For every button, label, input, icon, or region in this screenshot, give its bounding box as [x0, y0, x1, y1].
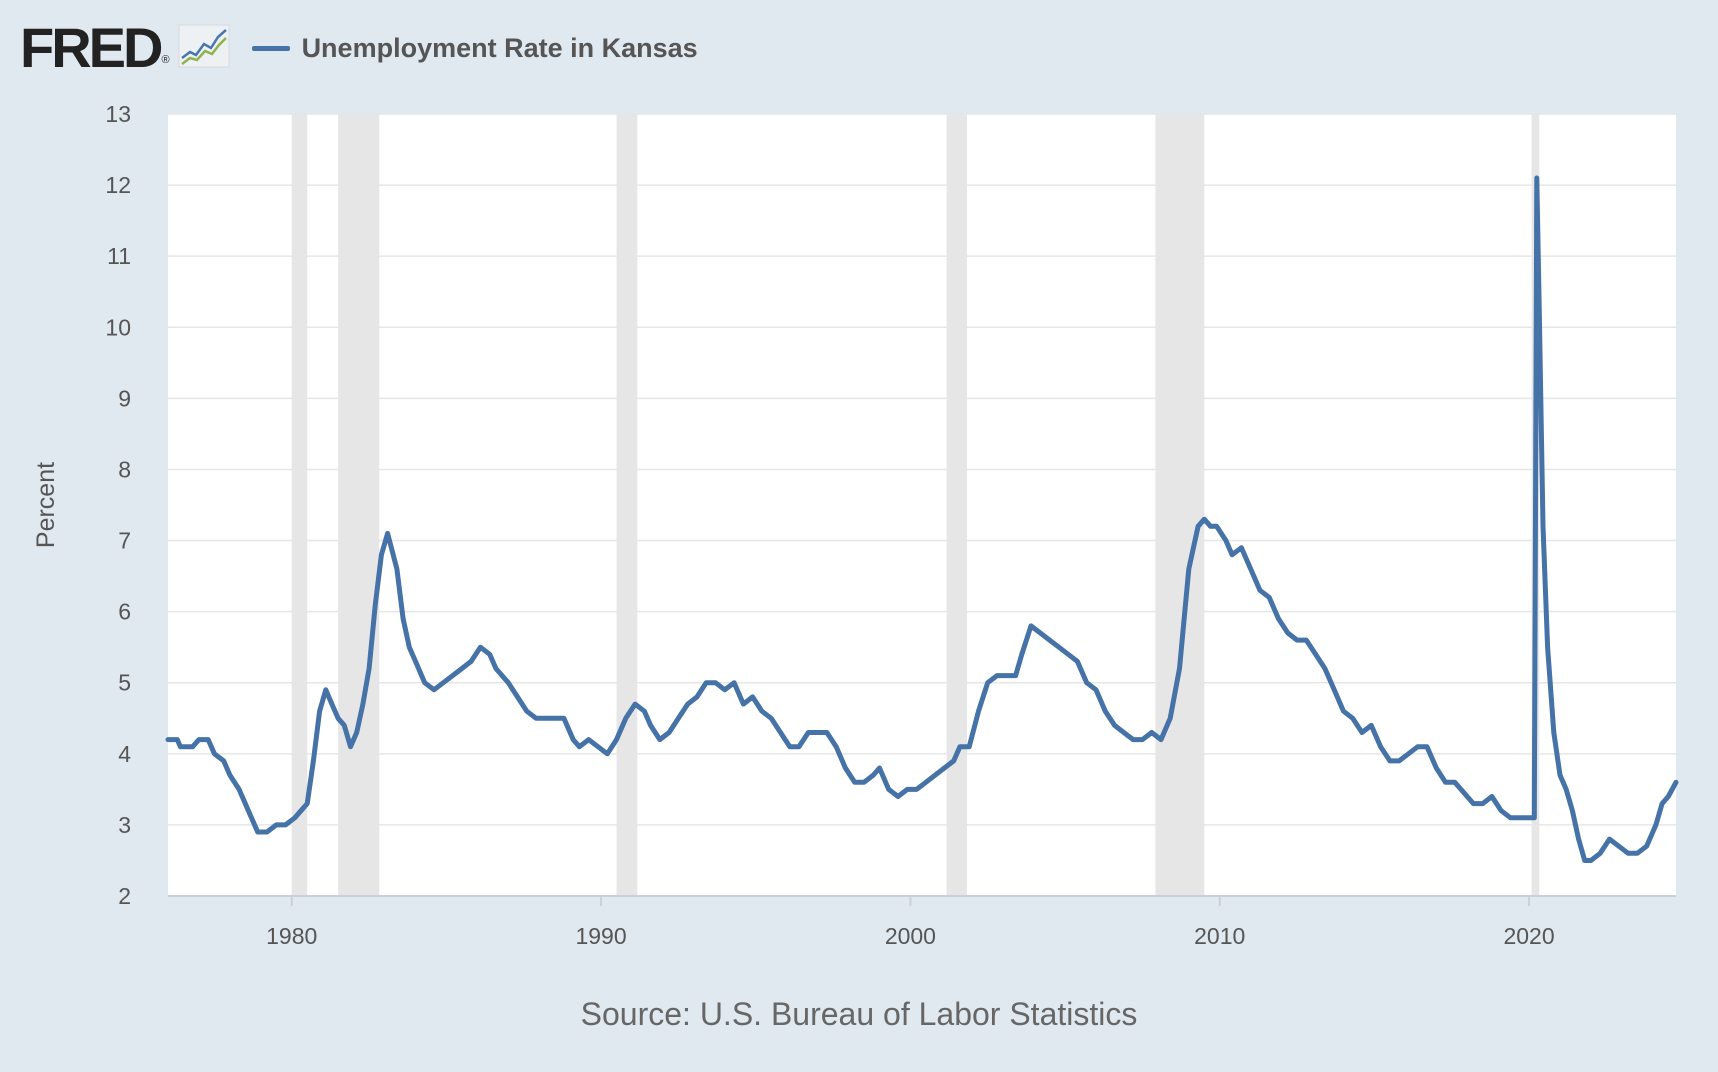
chart-header: FRED ® Unemployment Rate in Kansas [20, 18, 698, 78]
x-tick-label: 1990 [575, 923, 626, 949]
fred-logo[interactable]: FRED [20, 16, 163, 79]
x-tick-label: 2020 [1503, 923, 1554, 949]
y-tick-label: 10 [105, 314, 131, 340]
legend-label: Unemployment Rate in Kansas [301, 32, 698, 63]
series-line[interactable] [165, 175, 1679, 863]
recession-band [1155, 114, 1205, 896]
source-note: Source: U.S. Bureau of Labor Statistics [580, 996, 1138, 1032]
recession-band [946, 114, 968, 896]
y-tick-label: 4 [118, 741, 131, 767]
recession-band [616, 114, 638, 896]
y-tick-label: 5 [118, 670, 131, 696]
y-tick-label: 8 [118, 456, 131, 482]
fred-registered-mark: ® [161, 54, 170, 66]
x-tick-label: 2010 [1194, 923, 1245, 949]
y-tick-label: 7 [118, 528, 131, 554]
y-tick-label: 12 [105, 172, 131, 198]
y-tick-label: 9 [118, 385, 131, 411]
recession-band [291, 114, 308, 896]
y-tick-label: 13 [105, 101, 131, 127]
x-tick-label: 2000 [885, 923, 936, 949]
legend[interactable]: Unemployment Rate in Kansas [251, 32, 698, 64]
x-tick-label: 1980 [266, 923, 317, 949]
line-chart[interactable]: 2 3 4 5 6 7 8 9 10 11 12 13 1980 1990 2000 2010 2020 Perc… [0, 0, 1718, 990]
y-tick-label: 6 [118, 599, 131, 625]
recession-band [338, 114, 380, 896]
legend-swatch [251, 45, 290, 51]
y-axis-label: Percent [32, 462, 60, 548]
y-tick-label: 2 [118, 883, 131, 909]
plot-area [168, 114, 1676, 896]
y-tick-label: 11 [107, 243, 131, 269]
y-tick-label: 3 [118, 812, 131, 838]
line-chart-icon [178, 24, 230, 73]
